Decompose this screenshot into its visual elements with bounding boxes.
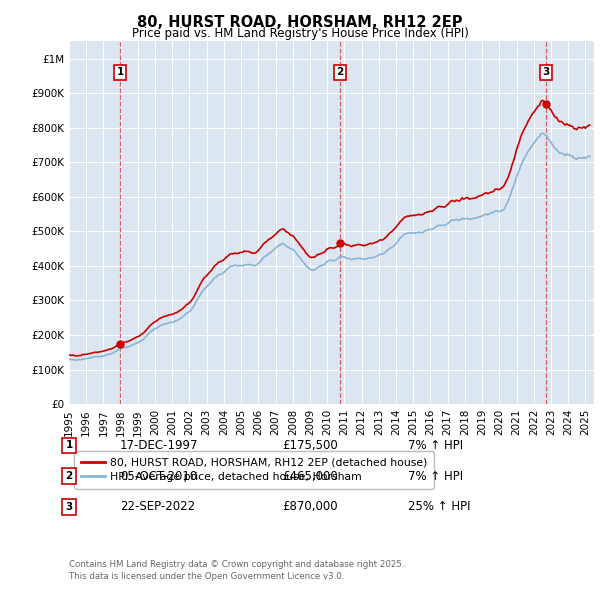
Text: £465,000: £465,000 xyxy=(282,470,338,483)
Legend: 80, HURST ROAD, HORSHAM, RH12 2EP (detached house), HPI: Average price, detached: 80, HURST ROAD, HORSHAM, RH12 2EP (detac… xyxy=(74,451,434,489)
Text: 3: 3 xyxy=(542,67,550,77)
Text: 05-OCT-2010: 05-OCT-2010 xyxy=(120,470,197,483)
Text: 1: 1 xyxy=(65,441,73,450)
Text: 3: 3 xyxy=(65,502,73,512)
Text: 25% ↑ HPI: 25% ↑ HPI xyxy=(408,500,470,513)
Text: Contains HM Land Registry data © Crown copyright and database right 2025.
This d: Contains HM Land Registry data © Crown c… xyxy=(69,560,404,581)
Text: 2: 2 xyxy=(337,67,344,77)
Text: £175,500: £175,500 xyxy=(282,439,338,452)
Text: 17-DEC-1997: 17-DEC-1997 xyxy=(120,439,199,452)
Text: 2: 2 xyxy=(65,471,73,481)
Text: 22-SEP-2022: 22-SEP-2022 xyxy=(120,500,195,513)
Text: 1: 1 xyxy=(116,67,124,77)
Text: 7% ↑ HPI: 7% ↑ HPI xyxy=(408,470,463,483)
Text: £870,000: £870,000 xyxy=(282,500,338,513)
Text: 80, HURST ROAD, HORSHAM, RH12 2EP: 80, HURST ROAD, HORSHAM, RH12 2EP xyxy=(137,15,463,30)
Text: 7% ↑ HPI: 7% ↑ HPI xyxy=(408,439,463,452)
Text: Price paid vs. HM Land Registry's House Price Index (HPI): Price paid vs. HM Land Registry's House … xyxy=(131,27,469,40)
